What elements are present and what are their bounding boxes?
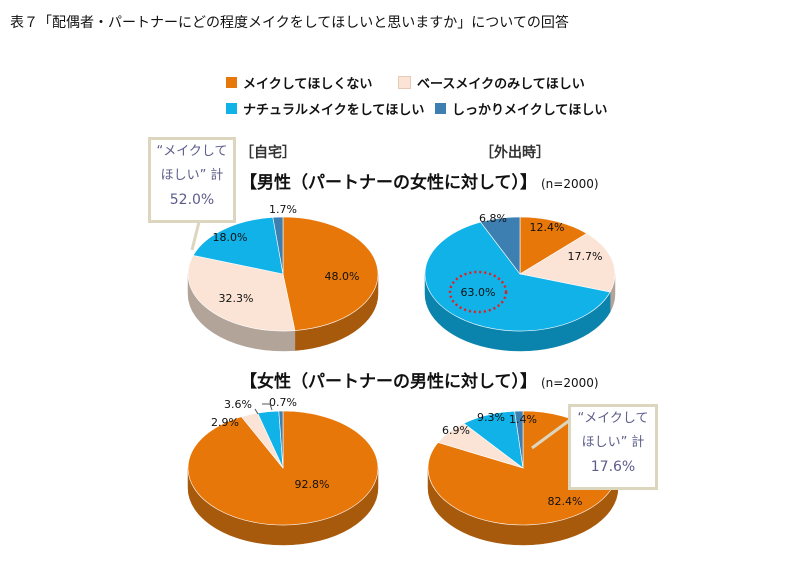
- legend-item-base-makeup: ベースメイクのみしてほしい: [398, 73, 585, 92]
- pie-label-2-2: 17.7%: [568, 250, 603, 263]
- section-male: 【男性（パートナーの女性に対して）】 (n=2000): [240, 168, 599, 193]
- pie-slice-2-1: [519, 216, 588, 275]
- callout-connector-1: [190, 217, 202, 251]
- legend-swatch-orange: [226, 77, 237, 88]
- pie-label-1-3: 18.0%: [213, 231, 248, 244]
- pie-label-3-2: 2.9%: [211, 416, 239, 429]
- pie-label-2-4: 6.8%: [479, 212, 507, 225]
- pie-slice-1-1: [282, 216, 379, 331]
- legend-item-no-makeup: メイクしてほしくない: [226, 73, 372, 92]
- pie-label-3-4: 0.7%: [269, 396, 297, 409]
- leader-line-2: [254, 408, 259, 415]
- column-label-out: ［外出時］: [480, 145, 550, 161]
- figure-title: 表７「配偶者・パートナーにどの程度メイクをしてほしいと思いますか」についての回答: [10, 15, 569, 31]
- highlight-ring: [448, 270, 508, 314]
- section-female-n: (n=2000): [541, 376, 599, 390]
- pie-slice-1-2: [187, 255, 296, 332]
- pie-slice-1-3: [192, 217, 284, 275]
- pie-label-2-1: 12.4%: [530, 221, 565, 234]
- pie-slice-3-4: [278, 410, 284, 469]
- pie-slice-4-4: [514, 410, 524, 469]
- pie-slice-2-4: [480, 216, 521, 275]
- pie-slice-2-2: [519, 233, 616, 293]
- section-male-label: 【男性（パートナーの女性に対して）】: [240, 173, 537, 193]
- callout-female-out: “メイクして ほしい” 計 17.6%: [568, 404, 658, 490]
- legend-item-full-makeup: しっかりメイクしてほしい: [435, 99, 607, 118]
- legend-label: メイクしてほしくない: [243, 77, 373, 92]
- pie-label-4-4: 1.4%: [509, 413, 537, 426]
- pie-label-2-3: 63.0%: [461, 286, 496, 299]
- callout-line1: “メイクして: [156, 144, 228, 159]
- pie-label-4-2: 6.9%: [442, 424, 470, 437]
- pie-slice-2-3: [424, 221, 611, 332]
- pie-label-1-4: 1.7%: [269, 203, 297, 216]
- section-male-n: (n=2000): [541, 177, 599, 191]
- legend-swatch-cyan: [226, 103, 237, 114]
- pie-label-4-1: 82.4%: [548, 495, 583, 508]
- callout-percent: 52.0%: [169, 192, 215, 208]
- pie-label-3-3: 3.6%: [224, 398, 252, 411]
- pie-label-1-1: 48.0%: [325, 270, 360, 283]
- column-label-home: ［自宅］: [240, 145, 296, 161]
- legend-swatch-peach: [398, 76, 411, 89]
- callout-line2: ほしい” 計: [160, 168, 224, 183]
- callout-line2: ほしい” 計: [581, 435, 645, 450]
- legend-label: ベースメイクのみしてほしい: [417, 77, 585, 92]
- legend-label: ナチュラルメイクをしてほしい: [243, 103, 425, 118]
- callout-connector-2: [531, 418, 571, 450]
- pie-label-3-1: 92.8%: [295, 478, 330, 491]
- pie-label-1-2: 32.3%: [219, 292, 254, 305]
- section-female-label: 【女性（パートナーの男性に対して）】: [240, 372, 537, 392]
- callout-line1: “メイクして: [577, 411, 649, 426]
- pie-label-4-3: 9.3%: [477, 411, 505, 424]
- callout-percent: 17.6%: [590, 459, 636, 475]
- legend-label: しっかりメイクしてほしい: [452, 103, 608, 118]
- legend-swatch-blue: [435, 103, 446, 114]
- legend-item-natural-makeup: ナチュラルメイクをしてほしい: [226, 99, 424, 118]
- leader-line-1: [262, 403, 273, 411]
- callout-male-home: “メイクして ほしい” 計 52.0%: [148, 137, 236, 223]
- pie-slice-1-4: [272, 216, 284, 275]
- section-female: 【女性（パートナーの男性に対して）】 (n=2000): [240, 367, 599, 392]
